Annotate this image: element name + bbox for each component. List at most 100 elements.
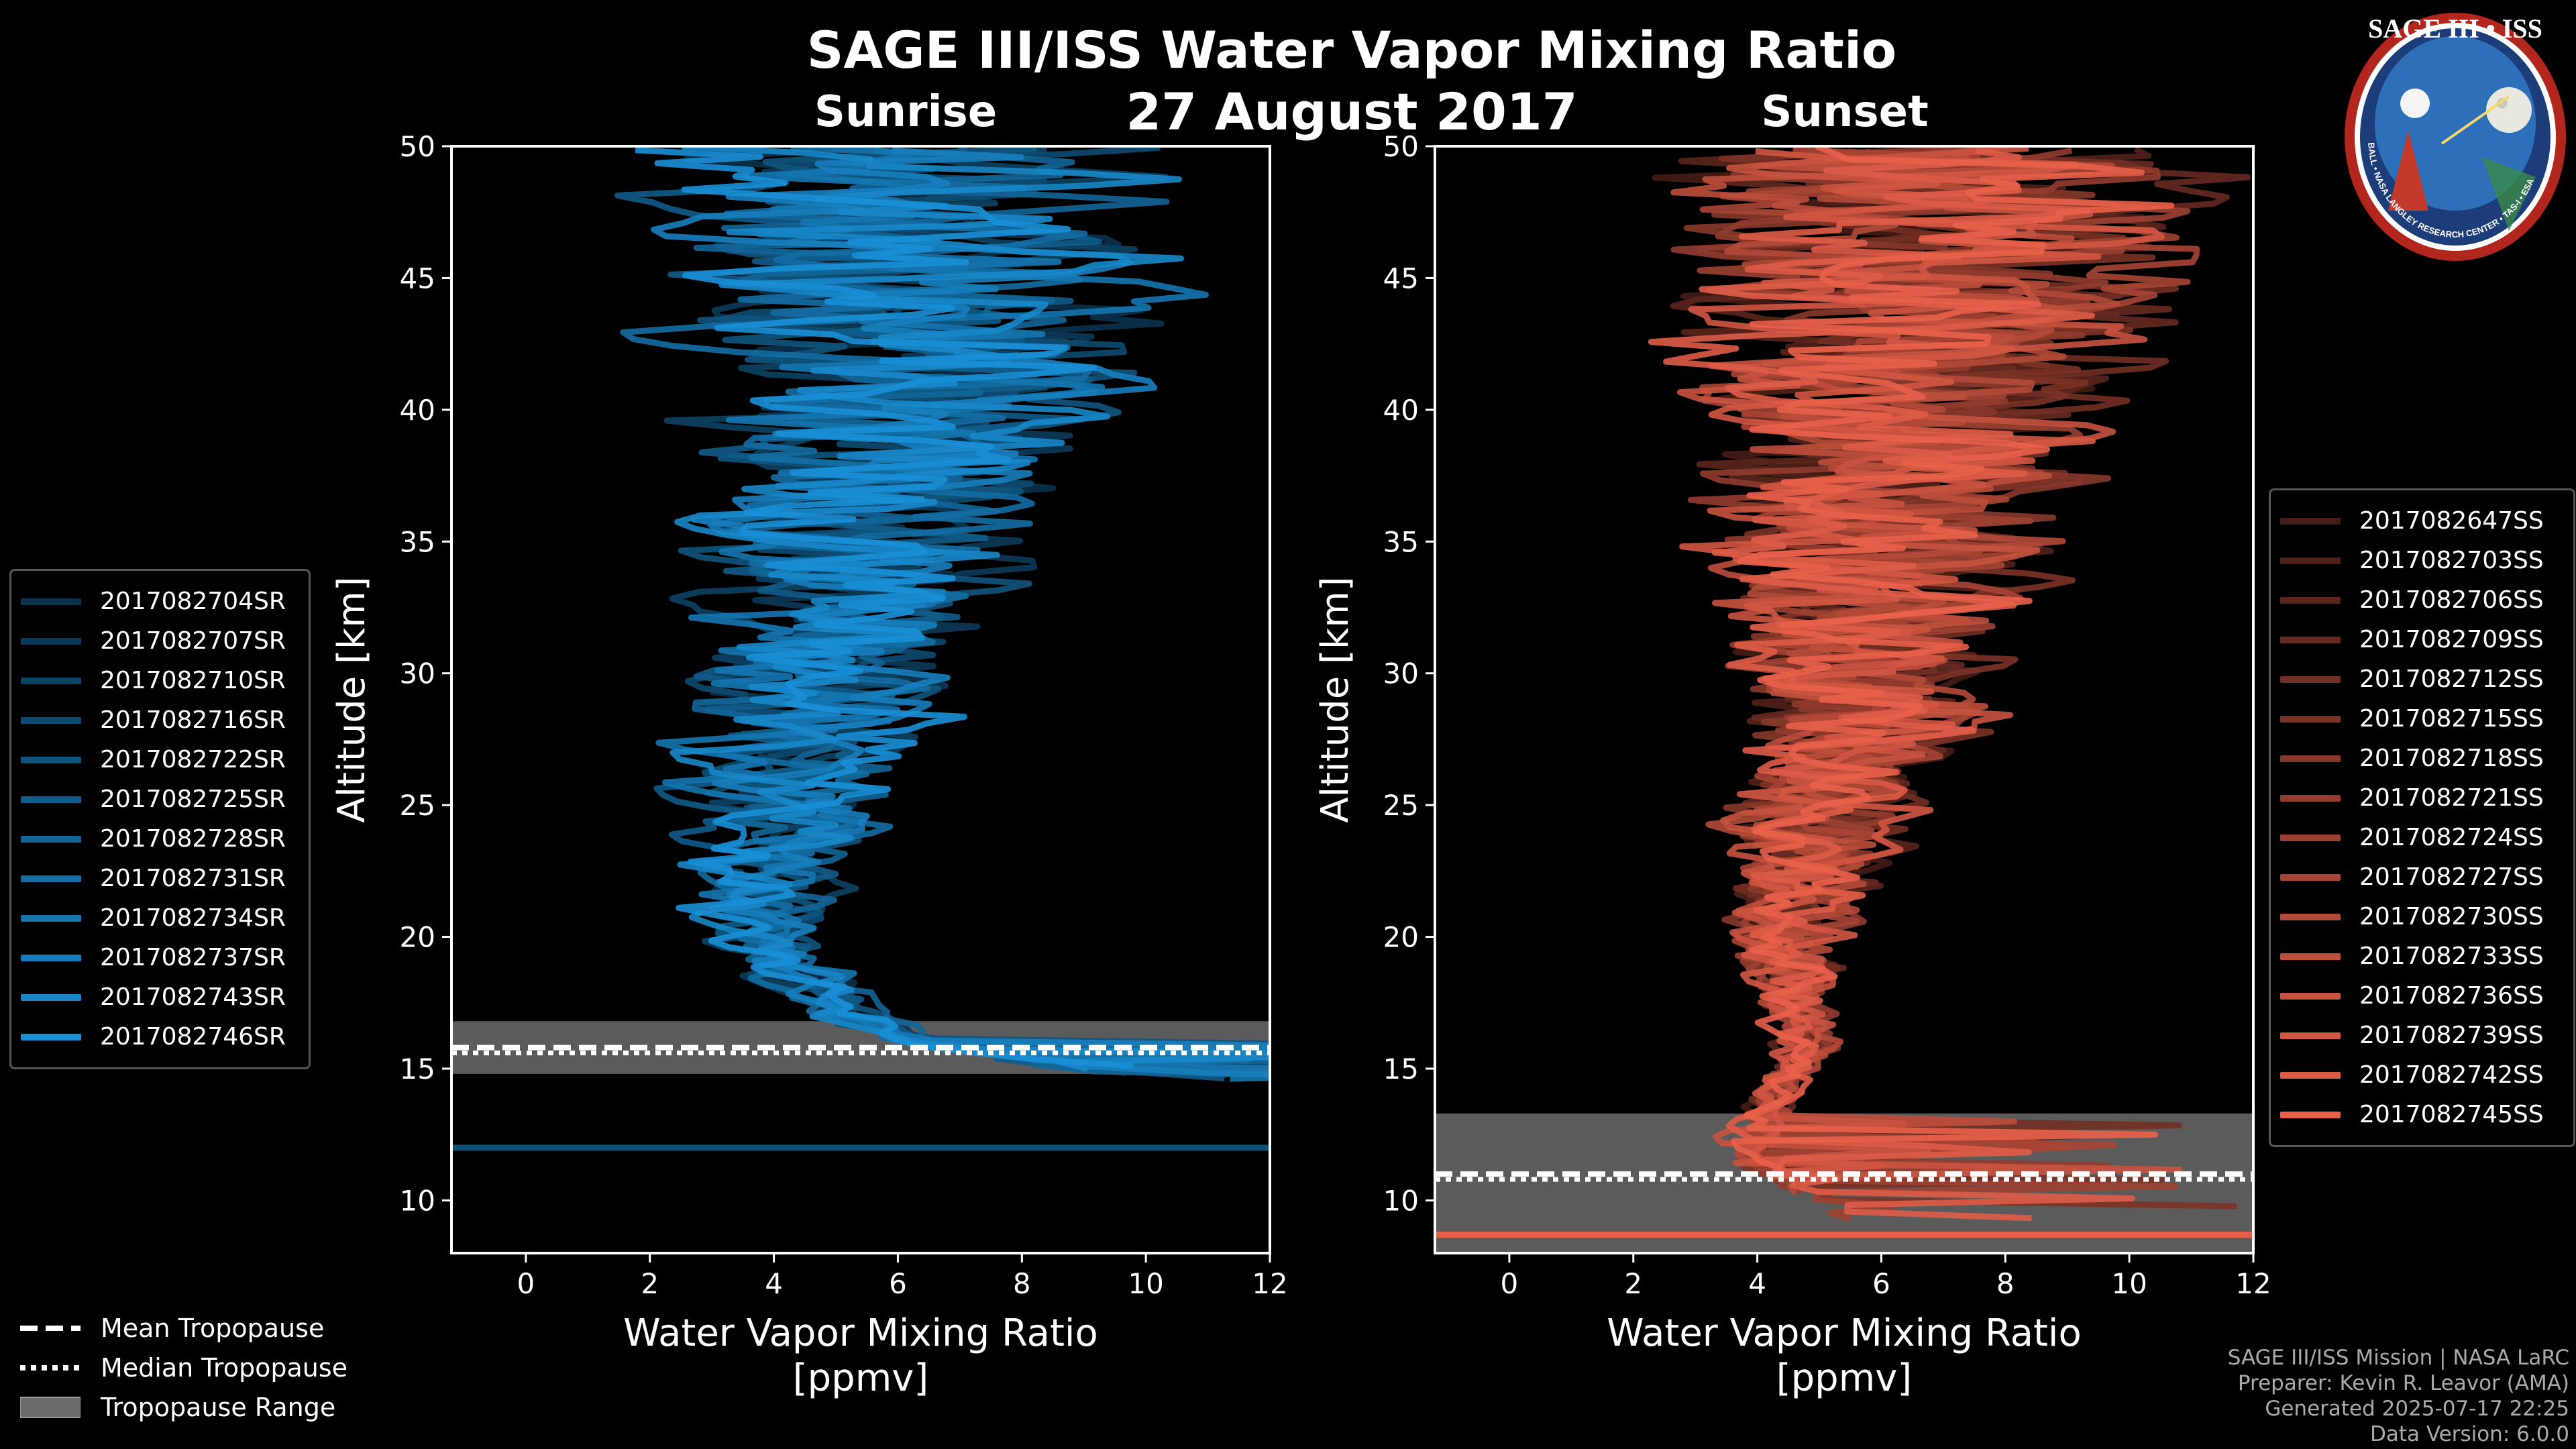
legend-label: 2017082721SS	[2359, 784, 2544, 812]
legend-label: 2017082706SS	[2359, 586, 2544, 614]
sunset-x-tick-label: 2	[1624, 1267, 1642, 1300]
tropopause-legend: Mean Tropopause Median Tropopause Tropop…	[20, 1308, 347, 1427]
legend-label: 2017082715SS	[2359, 705, 2544, 733]
legend-item-2017082736SS: 2017082736SS	[2280, 976, 2564, 1016]
sunrise-x-tick-label: 12	[1252, 1267, 1287, 1300]
legend-label: 2017082736SS	[2359, 982, 2544, 1010]
legend-swatch-icon	[21, 994, 81, 1001]
legend-label: 2017082737SR	[100, 944, 286, 971]
sunrise-x-tick-label: 0	[517, 1267, 535, 1300]
sunrise-x-tick-label: 2	[641, 1267, 659, 1300]
sunrise-y-tick-label: 50	[400, 130, 435, 163]
legend-item-2017082704SR: 2017082704SR	[21, 582, 299, 621]
legend-item-2017082709SS: 2017082709SS	[2280, 620, 2564, 659]
sunset-x-tick-label: 6	[1872, 1267, 1890, 1300]
legend-label: 2017082739SS	[2359, 1022, 2544, 1049]
legend-label: 2017082743SR	[100, 983, 286, 1011]
date-title: 27 August 2017	[1126, 82, 1578, 142]
legend-label: 2017082712SS	[2359, 665, 2544, 693]
sunrise-x-tick-label: 8	[1013, 1267, 1031, 1300]
sunset-y-tick-label: 35	[1383, 525, 1419, 558]
legend-swatch-icon	[21, 875, 81, 882]
footer-version: Data Version: 6.0.0	[2369, 1422, 2569, 1446]
sunrise-y-tick-label: 15	[400, 1053, 435, 1085]
sunrise-x-tick-label: 10	[1128, 1267, 1163, 1300]
legend-item-2017082721SS: 2017082721SS	[2280, 778, 2564, 818]
sunset-y-tick-label: 25	[1383, 789, 1419, 822]
legend-item-2017082707SR: 2017082707SR	[21, 621, 299, 661]
sunset-x-tick-label: 8	[1996, 1267, 2015, 1300]
legend-item-2017082722SR: 2017082722SR	[21, 740, 299, 780]
legend-swatch-icon	[2280, 636, 2341, 643]
legend-label: 2017082734SR	[100, 904, 286, 932]
legend-swatch-icon	[21, 1033, 81, 1040]
legend-swatch-icon	[2280, 913, 2341, 920]
legend-item-2017082716SR: 2017082716SR	[21, 700, 299, 740]
footer-mission: SAGE III/ISS Mission | NASA LaRC	[2227, 1346, 2569, 1370]
sunset-x-axis-label: Water Vapor Mixing Ratio	[1607, 1311, 2081, 1355]
legend-label: 2017082742SS	[2359, 1061, 2544, 1089]
legend-label: 2017082730SS	[2359, 903, 2544, 930]
legend-label: 2017082707SR	[100, 627, 286, 655]
sunset-y-axis-label: Altitude [km]	[1313, 576, 1357, 822]
legend-swatch-icon	[2280, 992, 2341, 1000]
legend-tropopause-range: Tropopause Range	[20, 1387, 347, 1427]
legend-item-2017082647SS: 2017082647SS	[2280, 501, 2564, 541]
range-swatch-icon	[20, 1396, 80, 1418]
legend-swatch-icon	[2280, 1071, 2341, 1079]
sunset-y-tick-label: 45	[1383, 262, 1419, 294]
legend-label: 2017082733SS	[2359, 943, 2544, 970]
legend-swatch-icon	[21, 796, 81, 803]
legend-item-2017082710SR: 2017082710SR	[21, 661, 299, 700]
legend-swatch-icon	[2280, 953, 2341, 960]
footer-credits: SAGE III/ISS Mission | NASA LaRC Prepare…	[2228, 1345, 2569, 1447]
sunrise-panel: 0 2 4 6 8 10 12 10 15 20 25 30 35 40 45 50 Water Vapor M…	[330, 130, 1288, 1400]
legend-label: 2017082722SR	[100, 746, 286, 773]
legend-swatch-icon	[21, 756, 81, 763]
sunrise-x-axis-label: Water Vapor Mixing Ratio	[623, 1311, 1097, 1355]
legend-item-2017082730SS: 2017082730SS	[2280, 897, 2564, 936]
legend-item-2017082746SR: 2017082746SR	[21, 1017, 299, 1057]
legend-item-2017082724SS: 2017082724SS	[2280, 818, 2564, 857]
chart-title: SAGE III/ISS Water Vapor Mixing Ratio	[806, 20, 1897, 80]
footer-preparer: Preparer: Kevin R. Leavor (AMA)	[2237, 1371, 2569, 1395]
legend-label: 2017082716SR	[100, 706, 286, 734]
legend-swatch-icon	[21, 637, 81, 645]
legend-swatch-icon	[2280, 755, 2341, 762]
legend-swatch-icon	[2280, 834, 2341, 841]
legend-swatch-icon	[2280, 676, 2341, 683]
legend-item-2017082727SS: 2017082727SS	[2280, 857, 2564, 897]
legend-item-2017082745SS: 2017082745SS	[2280, 1095, 2564, 1134]
sunrise-y-axis-label: Altitude [km]	[330, 576, 374, 822]
legend-swatch-icon	[21, 835, 81, 843]
legend-item-2017082715SS: 2017082715SS	[2280, 699, 2564, 739]
legend-item-2017082742SS: 2017082742SS	[2280, 1055, 2564, 1095]
legend-range-label: Tropopause Range	[101, 1392, 336, 1422]
legend-mean-label: Mean Tropopause	[101, 1313, 325, 1343]
legend-label: 2017082724SS	[2359, 824, 2544, 851]
sunrise-legend: 2017082704SR 2017082707SR 2017082710SR 2017…	[9, 569, 311, 1069]
legend-median-label: Median Tropopause	[101, 1352, 347, 1383]
legend-swatch-icon	[2280, 1111, 2341, 1118]
sunrise-y-tick-label: 10	[400, 1184, 435, 1217]
legend-item-2017082739SS: 2017082739SS	[2280, 1016, 2564, 1055]
legend-swatch-icon	[2280, 596, 2341, 604]
sunset-x-axis-units: [ppmv]	[1776, 1356, 1912, 1400]
sunrise-panel-title: Sunrise	[814, 87, 998, 137]
sunset-legend: 2017082647SS 2017082703SS 2017082706SS 2017…	[2269, 488, 2575, 1147]
legend-item-2017082734SR: 2017082734SR	[21, 898, 299, 938]
legend-item-2017082743SR: 2017082743SR	[21, 977, 299, 1017]
legend-item-2017082706SS: 2017082706SS	[2280, 580, 2564, 620]
sunset-x-tick-label: 4	[1748, 1267, 1766, 1300]
legend-item-2017082731SR: 2017082731SR	[21, 859, 299, 898]
dotted-line-icon	[20, 1364, 80, 1371]
sunrise-axes-frame	[450, 145, 1271, 1254]
sunset-x-tick-label: 10	[2111, 1267, 2147, 1300]
sunrise-profile-2017082746SR	[635, 147, 1134, 1069]
sunrise-profile-2017082743SR	[669, 146, 1270, 1072]
legend-item-2017082703SS: 2017082703SS	[2280, 541, 2564, 580]
sunset-axes-frame	[1434, 145, 2255, 1254]
legend-swatch-icon	[2280, 873, 2341, 881]
legend-label: 2017082710SR	[100, 667, 286, 694]
